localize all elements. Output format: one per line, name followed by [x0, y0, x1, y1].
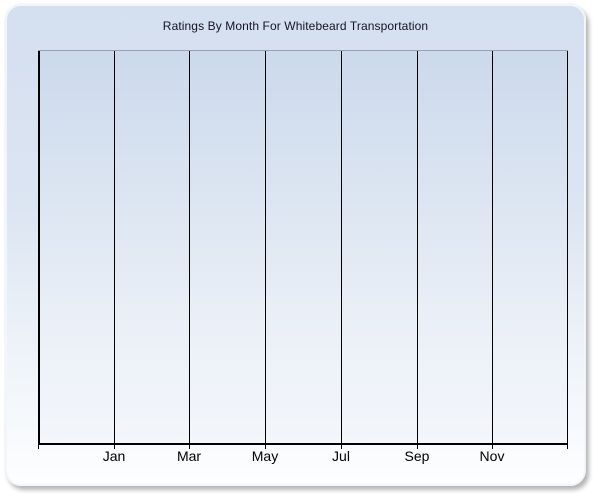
vertical-gridline: [567, 51, 568, 443]
x-axis-label: Jul: [332, 448, 350, 464]
vertical-gridline: [417, 51, 418, 443]
x-axis-label: May: [251, 448, 279, 464]
vertical-gridline: [492, 51, 493, 443]
vertical-gridline: [189, 51, 190, 443]
vertical-gridline: [341, 51, 342, 443]
x-axis-label: Jan: [102, 448, 126, 464]
chart-title: Ratings By Month For Whitebeard Transpor…: [162, 19, 429, 33]
chart-panel: Ratings By Month For Whitebeard Transpor…: [5, 4, 586, 486]
vertical-gridline: [114, 51, 115, 443]
vertical-gridline: [38, 51, 40, 443]
vertical-gridline: [265, 51, 266, 443]
x-axis-label: Mar: [176, 448, 202, 464]
x-axis-label: Sep: [404, 448, 430, 464]
plot-area: [38, 50, 568, 445]
x-axis-label: Nov: [479, 448, 505, 464]
